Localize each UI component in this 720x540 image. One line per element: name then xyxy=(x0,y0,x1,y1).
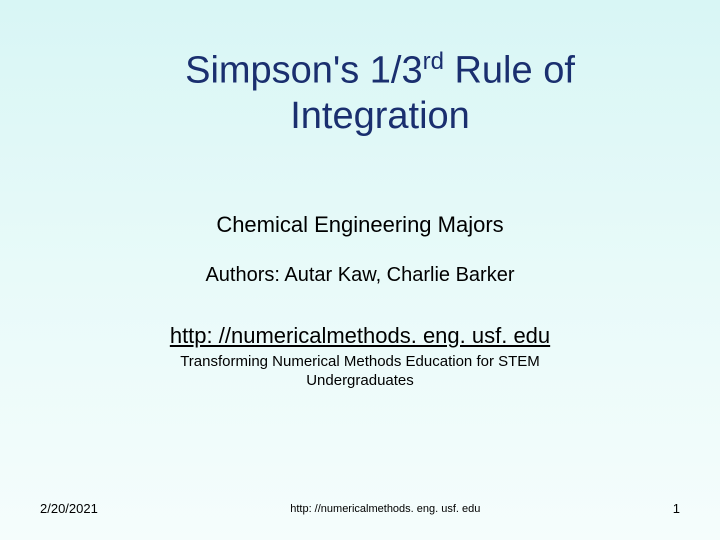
footer: 2/20/2021 http: //numericalmethods. eng.… xyxy=(0,501,720,516)
footer-link: http: //numericalmethods. eng. usf. edu xyxy=(98,503,673,515)
slide: Simpson's 1/3rd Rule of Integration Chem… xyxy=(0,0,720,540)
subtitle: Chemical Engineering Majors xyxy=(40,212,680,238)
footer-date: 2/20/2021 xyxy=(40,501,98,516)
tagline: Transforming Numerical Methods Education… xyxy=(40,353,680,391)
title-pre: Simpson's 1/3 xyxy=(185,50,422,92)
authors-line: Authors: Autar Kaw, Charlie Barker xyxy=(40,264,680,287)
title-superscript: rd xyxy=(423,48,444,75)
main-link[interactable]: http: //numericalmethods. eng. usf. edu xyxy=(40,323,680,349)
slide-title: Simpson's 1/3rd Rule of Integration xyxy=(100,0,660,140)
footer-page-number: 1 xyxy=(673,501,680,516)
